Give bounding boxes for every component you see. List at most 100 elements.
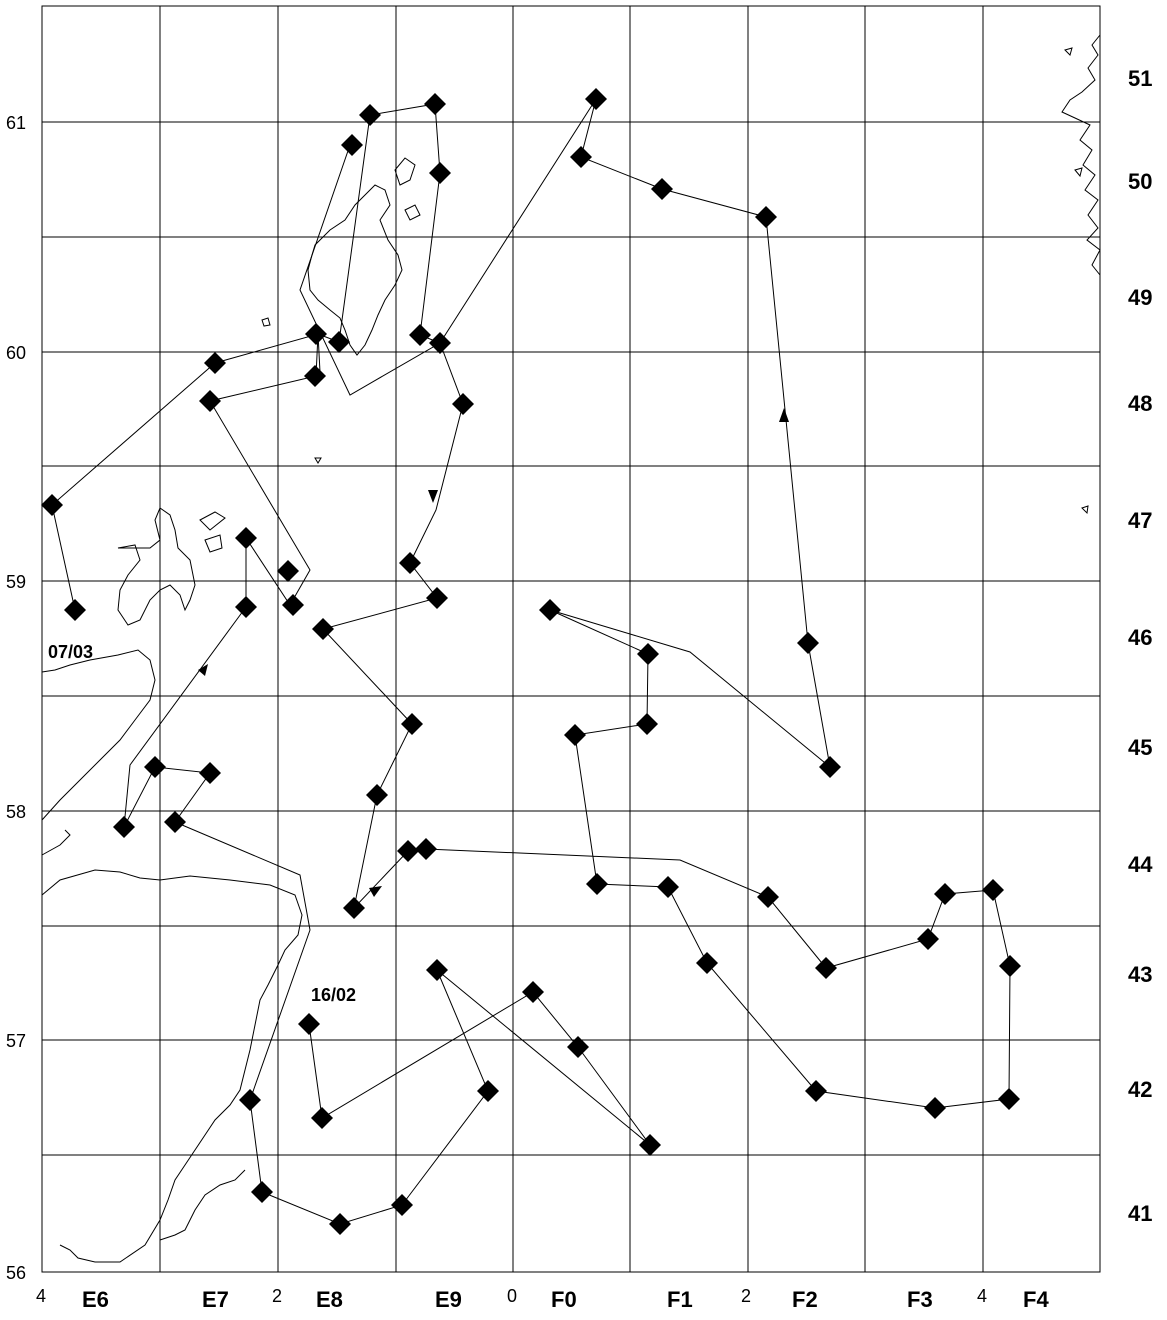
station-marker: [819, 756, 841, 778]
coast-scotland-mainland: [41, 869, 303, 1263]
station-marker: [570, 146, 592, 168]
cruise-tracks: [51, 98, 1011, 1225]
station-marker: [797, 632, 819, 654]
map-frame: [41, 5, 1101, 1273]
lat-label-57: 57: [6, 1031, 26, 1051]
station-marker: [755, 206, 777, 228]
direction-arrows: [198, 408, 789, 897]
rect-row-label-50: 50: [1128, 169, 1152, 194]
column-labels: E6 E7 E8 E9 F0 F1 F2 F3 F4: [82, 1287, 1049, 1312]
station-marker: [144, 756, 166, 778]
rect-row-label-51: 51: [1128, 66, 1152, 91]
station-marker: [934, 883, 956, 905]
station-marker: [998, 1088, 1020, 1110]
rect-row-label-43: 43: [1128, 962, 1152, 987]
station-marker: [585, 88, 607, 110]
grid: [42, 6, 1100, 1272]
rect-row-label-41: 41: [1128, 1201, 1152, 1226]
station-marker: [657, 876, 679, 898]
coast-firth: [159, 1169, 246, 1241]
station-marker: [304, 365, 326, 387]
station-marker: [204, 352, 226, 374]
lon-degree-label: 4: [36, 1286, 46, 1306]
track-leg-shetland: [317, 103, 1011, 1109]
station-marker: [251, 1181, 273, 1203]
station-marker: [199, 390, 221, 412]
col-label-e8: E8: [316, 1287, 343, 1312]
coast-north-scotland: [41, 649, 156, 821]
coast-moray: [41, 829, 71, 856]
station-marker: [567, 1036, 589, 1058]
station-marker: [522, 981, 544, 1003]
lat-label-56: 56: [6, 1263, 26, 1283]
station-marker: [564, 724, 586, 746]
station-marker: [298, 1013, 320, 1035]
rect-row-label-46: 46: [1128, 625, 1152, 650]
arrow-east-icon: [369, 886, 382, 897]
rect-row-label-42: 42: [1128, 1077, 1152, 1102]
station-marker: [277, 560, 299, 582]
rect-row-label-49: 49: [1128, 285, 1152, 310]
station-marker: [429, 162, 451, 184]
coast-norway: [1061, 34, 1101, 515]
station-marker: [805, 1080, 827, 1102]
longitude-degree-labels: 4 2 0 2 4: [36, 1286, 987, 1306]
station-marker: [359, 104, 381, 126]
station-marker: [424, 93, 446, 115]
station-marker: [366, 784, 388, 806]
fair-isle: [261, 317, 271, 327]
station-marker: [312, 618, 334, 640]
col-label-e7: E7: [202, 1287, 229, 1312]
station-marker: [397, 840, 419, 862]
lat-label-59: 59: [6, 572, 26, 592]
station-marker: [639, 1134, 661, 1156]
station-marker: [409, 324, 431, 346]
station-marker: [239, 1089, 261, 1111]
station-marker: [651, 178, 673, 200]
station-marker: [636, 713, 658, 735]
orkney-islands: [117, 507, 226, 626]
shetland-islands: [307, 157, 421, 356]
foula-marker: [314, 457, 322, 464]
station-marker: [343, 897, 365, 919]
station-marker: [477, 1080, 499, 1102]
lat-label-61: 61: [6, 113, 26, 133]
station-marker: [982, 879, 1004, 901]
lat-label-58: 58: [6, 802, 26, 822]
station-marker: [757, 886, 779, 908]
col-label-f0: F0: [551, 1287, 577, 1312]
lon-degree-label: 0: [507, 1286, 517, 1306]
station-marker: [311, 1107, 333, 1129]
col-label-e9: E9: [435, 1287, 462, 1312]
date-label-end: 07/03: [48, 642, 93, 662]
lon-degree-label: 4: [977, 1286, 987, 1306]
col-label-e6: E6: [82, 1287, 109, 1312]
lat-label-60: 60: [6, 343, 26, 363]
station-marker: [399, 552, 421, 574]
station-markers: [41, 88, 1021, 1235]
station-marker: [305, 323, 327, 345]
station-marker: [426, 959, 448, 981]
date-label-start: 16/02: [311, 985, 356, 1005]
station-marker: [401, 713, 423, 735]
station-marker: [452, 393, 474, 415]
station-marker: [815, 957, 837, 979]
station-marker: [235, 596, 257, 618]
track-leg-west: [51, 333, 651, 1225]
coastline: [41, 34, 1101, 1263]
station-marker: [426, 587, 448, 609]
station-marker: [924, 1097, 946, 1119]
arrow-northeast-icon: [198, 664, 208, 676]
col-label-f4: F4: [1023, 1287, 1049, 1312]
station-marker: [282, 594, 304, 616]
station-marker: [637, 643, 659, 665]
arrow-north-icon: [779, 408, 789, 422]
rect-row-label-47: 47: [1128, 508, 1152, 533]
station-marker: [64, 599, 86, 621]
station-marker: [113, 816, 135, 838]
rect-row-label-48: 48: [1128, 391, 1152, 416]
arrow-south-icon: [428, 490, 438, 503]
station-marker: [696, 952, 718, 974]
rectangle-row-labels: 51 50 49 48 47 46 45 44 43 42 41: [1128, 66, 1153, 1226]
track-leg-east: [299, 98, 831, 769]
